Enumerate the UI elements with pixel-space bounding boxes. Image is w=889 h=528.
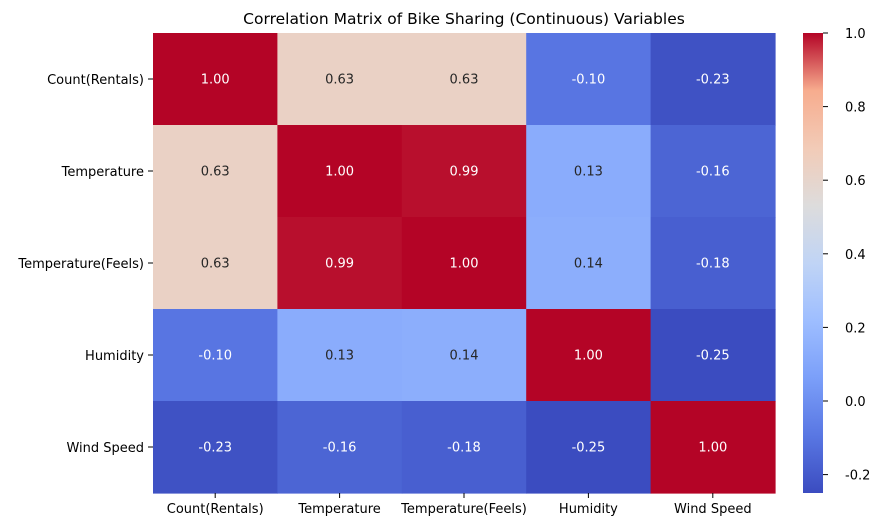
heatmap-cell <box>650 309 776 402</box>
cell-value-label: 1.00 <box>325 165 354 180</box>
cell-value-label: 1.00 <box>201 73 230 88</box>
cell-value-label: -0.23 <box>198 441 232 456</box>
cell-value-label: 0.99 <box>325 257 354 272</box>
heatmap-cell <box>526 125 652 218</box>
heatmap-cell <box>277 217 403 310</box>
heatmap-cell <box>153 33 278 126</box>
cell-value-label: -0.18 <box>447 441 481 456</box>
cell-value-label: -0.10 <box>572 73 606 88</box>
heatmap-cell <box>277 401 403 494</box>
heatmap-cell <box>526 401 652 494</box>
colorbar-tick-label: 0.0 <box>845 395 866 410</box>
heatmap-cell <box>153 217 278 310</box>
cell-value-label: -0.25 <box>696 349 730 364</box>
cell-value-label: -0.16 <box>323 441 357 456</box>
row-label: Humidity <box>85 349 144 364</box>
colorbar-tick-label: 0.2 <box>845 321 866 336</box>
cell-value-label: 1.00 <box>698 441 727 456</box>
heatmap-cells: 1.00 0.63 0.63 -0.10 -0.23 0.63 1.00 0.99 0.13 -0… <box>153 33 776 494</box>
column-labels: Count(Rentals) Temperature Temperature(Fee… <box>167 493 752 517</box>
heatmap-cell <box>650 401 776 494</box>
heatmap-cell <box>401 125 527 218</box>
cell-value-label: 0.63 <box>201 165 230 180</box>
cell-value-label: 1.00 <box>574 349 603 364</box>
cell-value-label: -0.23 <box>696 73 730 88</box>
heatmap-cell <box>153 401 278 494</box>
cell-value-label: -0.25 <box>572 441 606 456</box>
colorbar-tick-label: 1.0 <box>845 27 866 42</box>
cell-value-label: 0.13 <box>325 349 354 364</box>
colorbar-tick-label: 0.4 <box>845 248 866 263</box>
colorbar-tick-label: 0.6 <box>845 174 866 189</box>
heatmap-cell <box>526 309 652 402</box>
column-label: Wind Speed <box>674 502 752 517</box>
heatmap-cell <box>526 33 652 126</box>
colorbar-gradient <box>803 33 823 493</box>
row-label: Count(Rentals) <box>47 73 144 88</box>
cell-value-label: 0.63 <box>325 73 354 88</box>
row-label: Temperature <box>61 165 144 180</box>
heatmap-cell <box>401 217 527 310</box>
colorbar-tick-label: -0.2 <box>845 469 870 484</box>
cell-value-label: 0.14 <box>450 349 479 364</box>
column-label: Temperature(Feels) <box>400 502 527 517</box>
cell-value-label: 0.14 <box>574 257 603 272</box>
cell-value-label: -0.16 <box>696 165 730 180</box>
column-label: Count(Rentals) <box>167 502 264 517</box>
cell-value-label: 0.63 <box>201 257 230 272</box>
heatmap-cell <box>650 217 776 310</box>
heatmap-cell <box>401 401 527 494</box>
cell-value-label: 1.00 <box>450 257 479 272</box>
chart-title: Correlation Matrix of Bike Sharing (Cont… <box>243 10 685 28</box>
heatmap-cell <box>526 217 652 310</box>
heatmap-cell <box>277 125 403 218</box>
colorbar-tick-label: 0.8 <box>845 101 866 116</box>
cell-value-label: -0.10 <box>198 349 232 364</box>
row-label: Wind Speed <box>66 441 144 456</box>
colorbar-ticks: 1.0 0.8 0.6 0.4 0.2 0.0 -0.2 <box>823 27 870 484</box>
cell-value-label: -0.18 <box>696 257 730 272</box>
column-label: Humidity <box>559 502 618 517</box>
heatmap-cell <box>401 33 527 126</box>
cell-value-label: 0.13 <box>574 165 603 180</box>
colorbar: 1.0 0.8 0.6 0.4 0.2 0.0 -0.2 <box>803 27 870 493</box>
column-label: Temperature <box>297 502 380 517</box>
heatmap-cell <box>153 309 278 402</box>
heatmap-cell <box>153 125 278 218</box>
heatmap-cell <box>401 309 527 402</box>
row-labels: Count(Rentals) Temperature Temperature(Fee… <box>17 73 153 456</box>
heatmap-cell <box>650 33 776 126</box>
cell-value-label: 0.99 <box>450 165 479 180</box>
row-label: Temperature(Feels) <box>17 257 144 272</box>
heatmap-cell <box>650 125 776 218</box>
heatmap-cell <box>277 309 403 402</box>
cell-value-label: 0.63 <box>450 73 479 88</box>
heatmap-cell <box>277 33 403 126</box>
